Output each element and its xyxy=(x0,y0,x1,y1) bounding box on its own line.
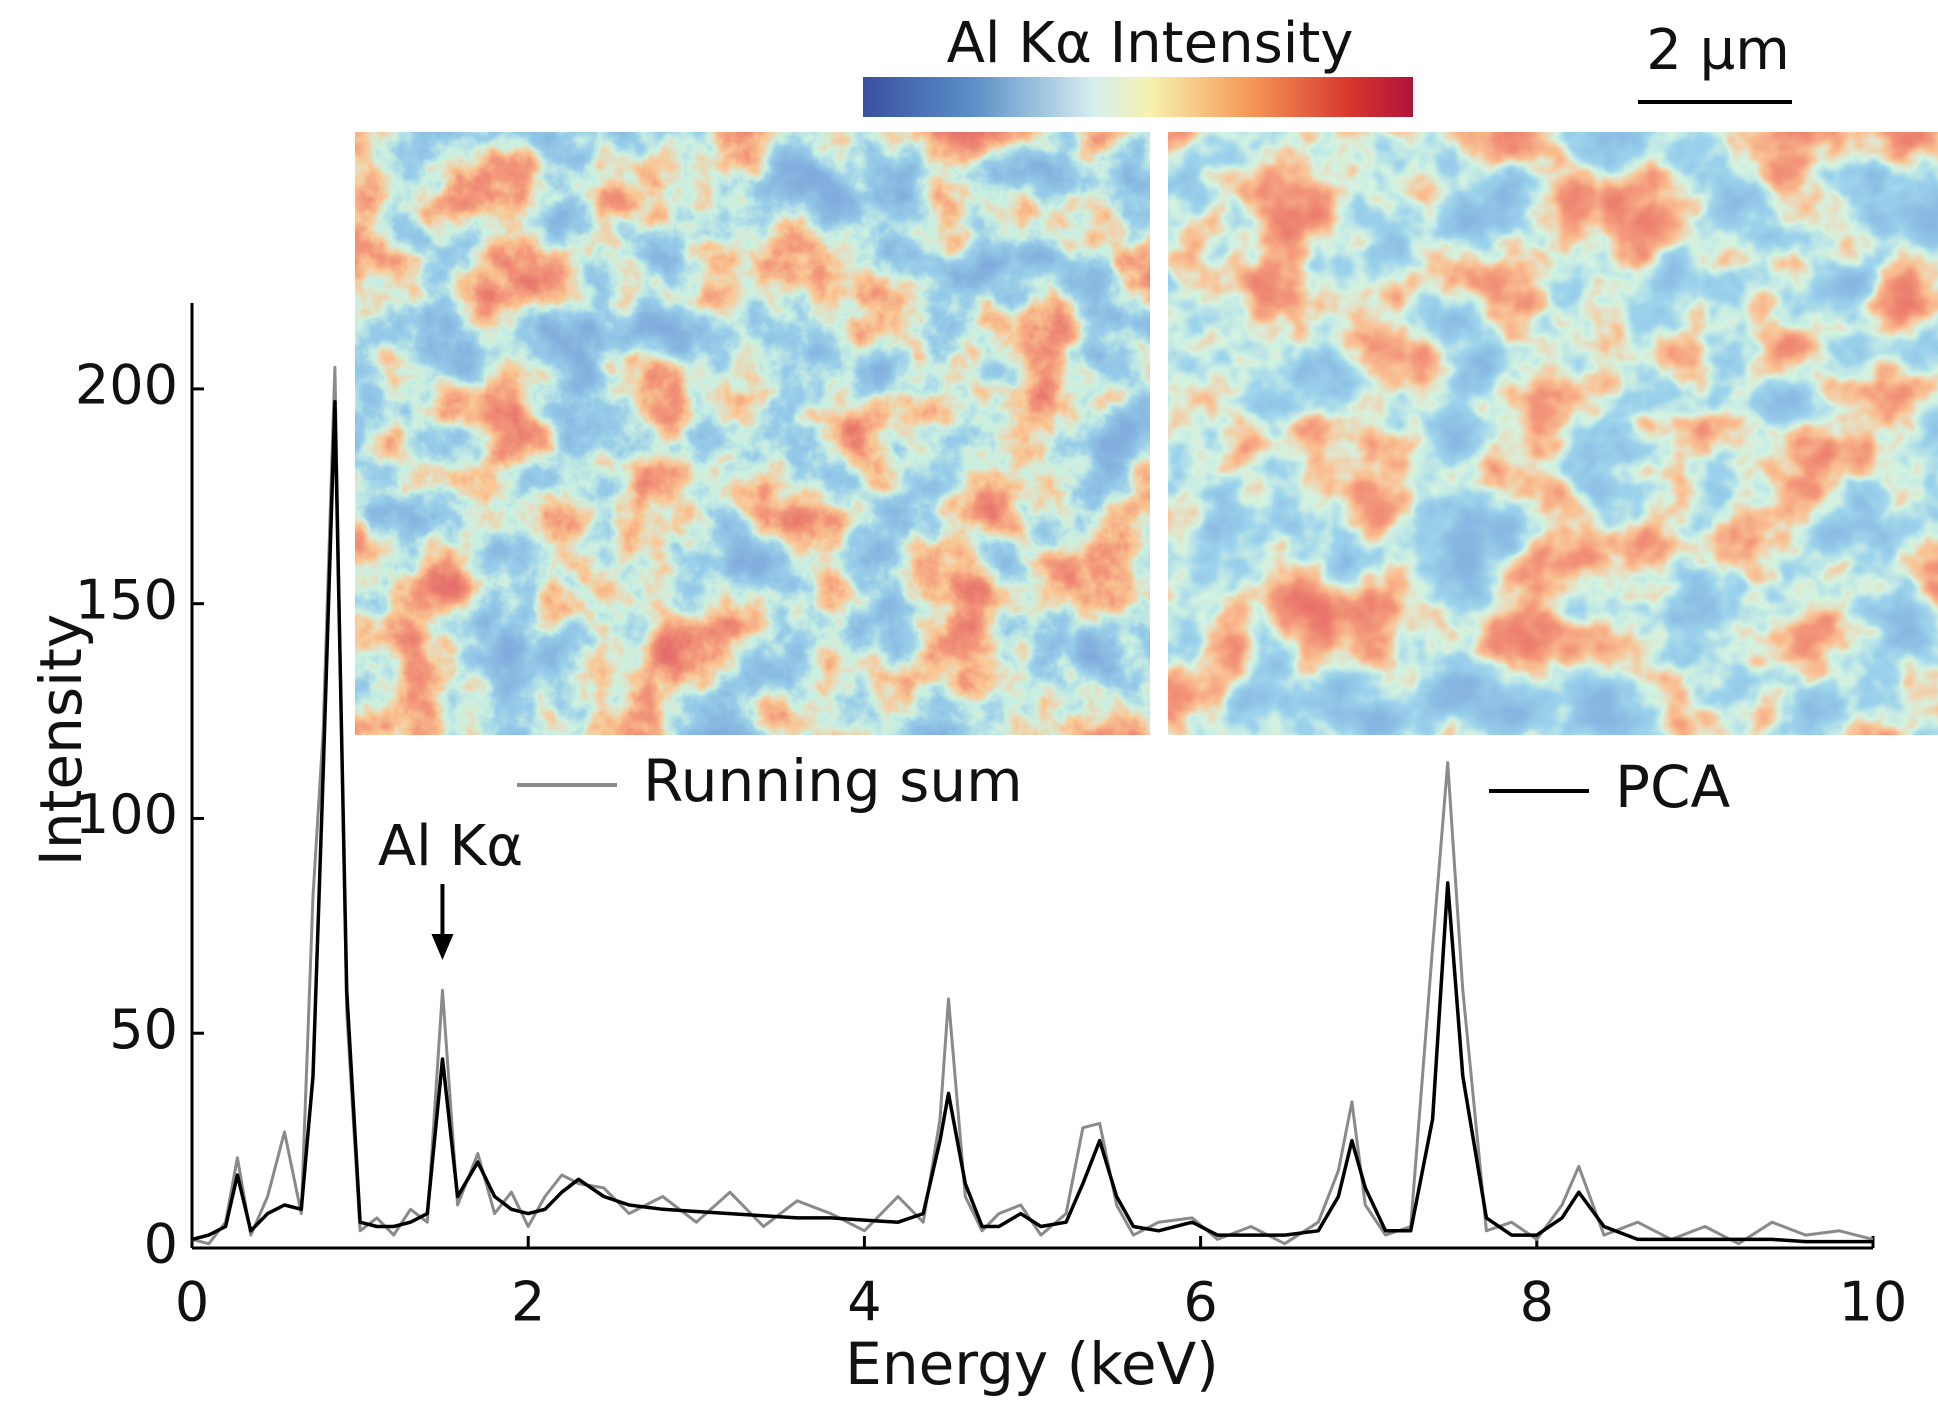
series-line xyxy=(191,400,1873,1244)
colorbar xyxy=(863,77,1413,117)
x-tick-label: 0 xyxy=(175,1271,209,1334)
y-tick-label: 0 xyxy=(144,1213,178,1276)
series-line xyxy=(191,365,1874,1246)
legend-label: PCA xyxy=(1615,753,1730,821)
y-tick-label: 200 xyxy=(75,354,178,417)
colorbar-label: Al Kα Intensity xyxy=(947,11,1354,76)
x-axis-title: Energy (keV) xyxy=(845,1330,1219,1398)
y-tick-label: 50 xyxy=(109,998,178,1061)
scale-bar-label: 2 µm xyxy=(1646,18,1790,83)
legend-label: Running sum xyxy=(643,747,1023,815)
x-tick-label: 10 xyxy=(1839,1271,1908,1334)
y-tick-label: 100 xyxy=(75,783,178,846)
y-tick-label: 150 xyxy=(75,568,178,631)
annotation-arrowhead xyxy=(431,934,454,960)
al-map-running-sum xyxy=(355,132,1150,735)
y-axis-title: Intensity xyxy=(27,614,95,866)
al-map-pca xyxy=(1168,132,1938,735)
x-tick-label: 2 xyxy=(511,1271,545,1334)
x-tick-label: 6 xyxy=(1183,1271,1217,1334)
x-tick-label: 4 xyxy=(847,1271,881,1334)
annotation: Al Kα xyxy=(378,814,523,879)
x-tick-label: 8 xyxy=(1520,1271,1554,1334)
